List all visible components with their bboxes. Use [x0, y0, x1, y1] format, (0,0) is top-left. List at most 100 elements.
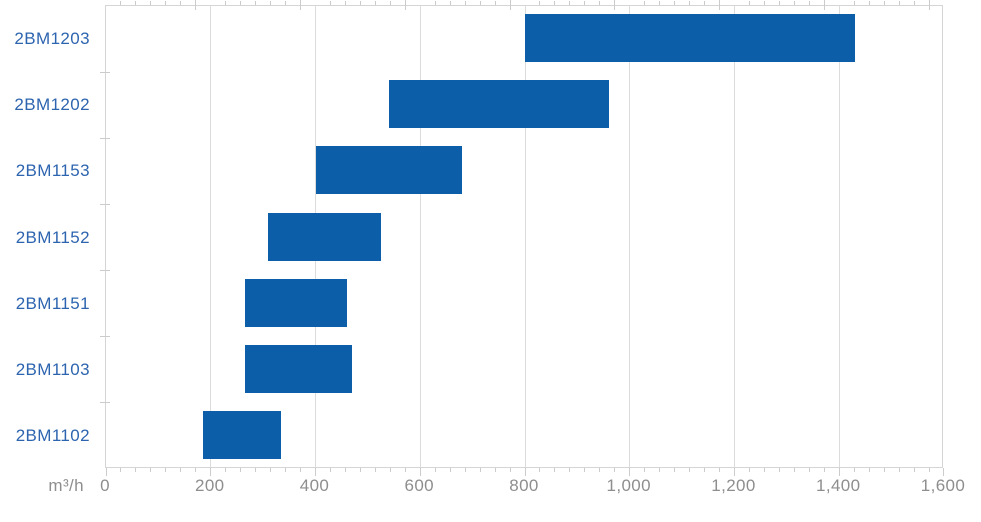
range-bar	[388, 80, 609, 129]
axis-tick-minor	[928, 0, 930, 10]
axis-tick-minor	[270, 468, 272, 472]
axis-tick-minor	[614, 0, 616, 10]
axis-tick-minor	[255, 1, 257, 5]
category-axis-tick	[100, 137, 110, 139]
axis-tick-minor	[285, 1, 287, 5]
axis-tick-minor	[719, 468, 721, 472]
axis-tick-major	[105, 468, 107, 476]
axis-tick-minor	[389, 468, 391, 472]
axis-tick-minor	[494, 1, 496, 5]
axis-tick-minor	[344, 468, 346, 472]
range-bar	[268, 212, 381, 261]
axis-tick-minor	[719, 0, 721, 10]
axis-tick-minor	[659, 1, 661, 5]
x-tick-label: 1,600	[920, 476, 966, 495]
axis-tick-minor	[793, 468, 795, 472]
axis-tick-minor	[225, 1, 227, 5]
category-axis-tick	[100, 71, 110, 73]
axis-tick-minor	[763, 468, 765, 472]
axis-tick-major	[629, 468, 631, 476]
axis-tick-minor	[225, 468, 227, 472]
axis-tick-minor	[150, 1, 152, 5]
category-label: 2BM1151	[15, 293, 90, 313]
category-axis-tick	[100, 336, 110, 338]
axis-tick-minor	[883, 468, 885, 472]
x-tick-label: 800	[509, 476, 539, 495]
x-axis-unit-label: m³/h	[48, 476, 84, 495]
category-label: 2BM1102	[15, 425, 90, 445]
axis-tick-minor	[599, 1, 601, 5]
axis-tick-minor	[180, 1, 182, 5]
axis-tick-minor	[389, 1, 391, 5]
axis-tick-minor	[240, 1, 242, 5]
axis-tick-minor	[479, 468, 481, 472]
axis-tick-minor	[569, 1, 571, 5]
x-tick-label: 200	[194, 476, 225, 495]
axis-tick-minor	[689, 468, 691, 472]
category-label: 2BM1203	[14, 29, 90, 49]
axis-tick-minor	[853, 468, 855, 472]
axis-tick-minor	[748, 468, 750, 472]
axis-tick-minor	[659, 468, 661, 472]
axis-tick-minor	[928, 468, 930, 472]
axis-tick-minor	[674, 468, 676, 472]
gridline	[838, 6, 840, 467]
axis-tick-minor	[135, 468, 137, 472]
axis-tick-minor	[135, 1, 137, 5]
axis-tick-minor	[614, 468, 616, 472]
category-label: 2BM1153	[15, 161, 90, 181]
axis-tick-minor	[674, 1, 676, 5]
axis-tick-minor	[554, 468, 556, 472]
axis-tick-minor	[509, 468, 511, 472]
axis-tick-minor	[913, 1, 915, 5]
axis-tick-minor	[300, 0, 302, 10]
axis-tick-minor	[778, 468, 780, 472]
x-tick-label: 0	[100, 476, 110, 495]
axis-tick-minor	[434, 1, 436, 5]
axis-tick-minor	[150, 468, 152, 472]
axis-tick-minor	[569, 468, 571, 472]
range-bar	[202, 410, 282, 459]
axis-tick-minor	[120, 468, 122, 472]
x-tick-label: 600	[404, 476, 435, 495]
axis-tick-minor	[689, 1, 691, 5]
gridline	[210, 6, 212, 467]
axis-tick-minor	[240, 468, 242, 472]
x-tick-label: 1,000	[606, 476, 652, 495]
gridline	[734, 6, 735, 467]
gridline	[524, 6, 526, 467]
axis-tick-minor	[539, 468, 541, 472]
axis-tick-minor	[868, 1, 870, 5]
axis-tick-minor	[359, 1, 361, 5]
axis-tick-minor	[120, 1, 122, 5]
axis-tick-minor	[270, 1, 272, 5]
axis-tick-minor	[823, 468, 825, 472]
axis-tick-minor	[644, 468, 646, 472]
plot-area	[100, 0, 944, 476]
axis-tick-minor	[704, 468, 706, 472]
axis-tick-minor	[868, 468, 870, 472]
axis-tick-major	[315, 468, 316, 476]
axis-tick-minor	[898, 1, 900, 5]
axis-tick-minor	[599, 468, 601, 472]
x-tick-label: 1,200	[711, 476, 756, 495]
axis-tick-minor	[374, 468, 376, 472]
axis-tick-major	[838, 468, 840, 476]
axis-tick-minor	[793, 1, 795, 5]
axis-tick-minor	[329, 1, 331, 5]
axis-tick-major	[942, 468, 944, 476]
axis-tick-major	[210, 468, 212, 476]
axis-tick-minor	[434, 468, 436, 472]
axis-tick-minor	[404, 0, 406, 10]
axis-tick-minor	[898, 468, 900, 472]
range-bar	[244, 278, 347, 327]
category-axis-tick	[100, 270, 110, 272]
axis-tick-minor	[808, 468, 810, 472]
axis-tick-minor	[554, 1, 556, 5]
axis-tick-minor	[344, 1, 346, 5]
gridline	[629, 6, 631, 467]
axis-tick-minor	[778, 1, 780, 5]
category-axis-tick	[100, 203, 110, 205]
category-label: 2BM1152	[15, 227, 90, 247]
range-bar	[315, 146, 463, 195]
